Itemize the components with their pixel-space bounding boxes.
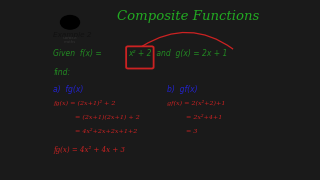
FancyArrowPatch shape — [142, 32, 233, 49]
Text: fg(x) = 4x² + 4x + 3: fg(x) = 4x² + 4x + 3 — [53, 146, 125, 154]
Text: x² + 2: x² + 2 — [128, 49, 152, 58]
Circle shape — [60, 15, 79, 29]
Text: Given  f(x) =: Given f(x) = — [53, 49, 102, 58]
Text: fg(x) = (2x+1)² + 2: fg(x) = (2x+1)² + 2 — [53, 100, 116, 106]
Text: and  g(x) = 2x + 1: and g(x) = 2x + 1 — [154, 49, 228, 58]
Text: = 3: = 3 — [186, 129, 197, 134]
Text: gf(x) = 2(x²+2)+1: gf(x) = 2(x²+2)+1 — [167, 100, 226, 106]
Text: = 2x²+4+1: = 2x²+4+1 — [186, 114, 222, 120]
Text: find:: find: — [53, 68, 71, 77]
Text: = (2x+1)(2x+1) + 2: = (2x+1)(2x+1) + 2 — [75, 114, 140, 120]
Text: Example 2: Example 2 — [53, 32, 92, 39]
Text: Corbett
maths: Corbett maths — [63, 36, 77, 44]
Text: b)  gf(x): b) gf(x) — [167, 85, 198, 94]
Text: a)  fg(x): a) fg(x) — [53, 85, 84, 94]
Text: = 4x²+2x+2x+1+2: = 4x²+2x+2x+1+2 — [75, 129, 137, 134]
Text: Composite Functions: Composite Functions — [117, 10, 260, 23]
